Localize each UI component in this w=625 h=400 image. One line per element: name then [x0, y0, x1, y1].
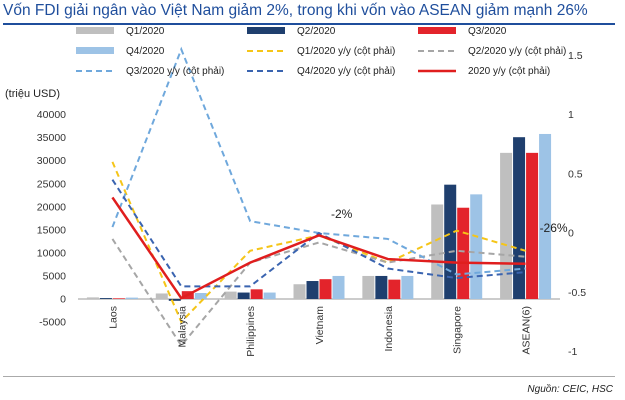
legend-swatch [76, 27, 114, 34]
legend-label: Q1/2020 [126, 26, 165, 37]
bar [431, 204, 444, 299]
y-tick-label: 20000 [37, 201, 66, 213]
y-tick-label: 15000 [37, 224, 66, 236]
source-note: Nguồn: CEIC, HSC [527, 384, 613, 395]
bar [237, 292, 250, 299]
bar [224, 291, 237, 299]
y-tick-label: 5000 [43, 270, 67, 282]
y-tick-label: -5000 [39, 317, 66, 329]
bar [444, 184, 457, 299]
x-tick-label: Philippines [245, 306, 257, 357]
bar [293, 284, 306, 299]
bar [99, 298, 112, 299]
y-tick-label: 25000 [37, 178, 66, 190]
y-tick-label: 30000 [37, 155, 66, 167]
bar [526, 152, 539, 299]
chart-title: Vốn FDI giải ngân vào Việt Nam giảm 2%, … [3, 2, 588, 19]
y-tick-label: 35000 [37, 132, 66, 144]
legend-label: Q4/2020 [126, 46, 165, 57]
legend-swatch [76, 47, 114, 54]
bar [500, 152, 513, 299]
bar [306, 281, 319, 299]
bar [168, 299, 181, 301]
footer-divider [3, 376, 615, 377]
y-tick-label: 10000 [37, 247, 66, 259]
x-tick-label: Malaysia [176, 306, 188, 348]
bar [319, 279, 332, 299]
bar [155, 293, 168, 299]
bar [401, 275, 414, 299]
y2-tick-label: -0.5 [568, 287, 586, 299]
y-axis-label: (triệu USD) [5, 88, 60, 100]
legend-label: Q3/2020 y/y (cột phải) [126, 66, 224, 77]
y-tick-label: 40000 [37, 109, 66, 121]
y2-tick-label: -1 [568, 346, 577, 358]
bar [250, 289, 263, 299]
legend-swatch [247, 27, 285, 34]
bar [112, 298, 125, 299]
bar [194, 293, 207, 299]
x-tick-label: Indonesia [383, 306, 395, 352]
y2-tick-label: 2 [568, 0, 574, 3]
y2-tick-label: 1.5 [568, 50, 583, 62]
title-underline [3, 23, 615, 25]
annotation-asean: -26% [540, 221, 568, 235]
x-tick-label: Laos [107, 306, 119, 329]
bar [375, 275, 388, 299]
y-tick-label: 0 [60, 294, 66, 306]
legend-label: Q1/2020 y/y (cột phải) [297, 46, 395, 57]
x-tick-label: Singapore [452, 306, 464, 354]
bar [539, 133, 552, 299]
legend-label: Q2/2020 [297, 26, 336, 37]
bar [457, 207, 470, 299]
bar [362, 275, 375, 299]
y2-tick-label: 1 [568, 109, 574, 121]
bar [125, 297, 138, 299]
bar [470, 194, 483, 299]
bar [513, 137, 526, 299]
series-line [111, 196, 526, 300]
legend-swatch [418, 27, 456, 34]
bar [332, 275, 345, 299]
y2-tick-label: 0.5 [568, 168, 583, 180]
legend-label: Q4/2020 y/y (cột phải) [297, 66, 395, 77]
bar [388, 279, 401, 299]
annotation-vietnam: -2% [331, 207, 353, 221]
series-line [111, 179, 526, 288]
legend-label: Q2/2020 y/y (cột phải) [468, 46, 566, 57]
x-tick-label: ASEAN(6) [521, 306, 533, 354]
y2-tick-label: 0 [568, 228, 574, 240]
bar [263, 292, 276, 299]
legend-label: 2020 y/y (cột phải) [468, 66, 550, 77]
x-tick-label: Vietnam [314, 306, 326, 345]
legend-label: Q3/2020 [468, 26, 507, 37]
bar [86, 297, 99, 299]
